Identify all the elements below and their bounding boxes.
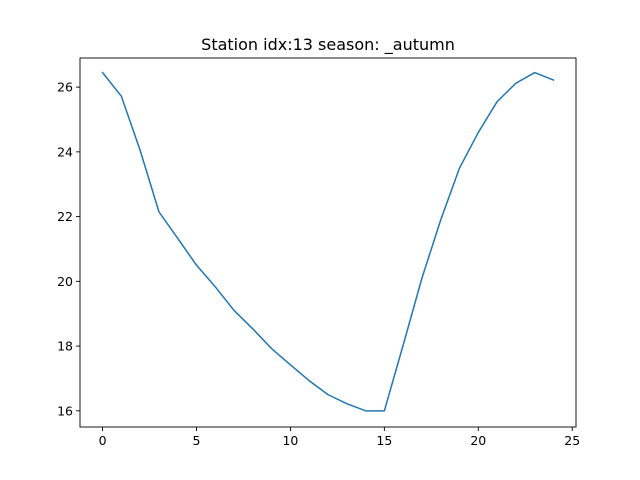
axes: 0 5 10 15 20 25 16 18 20 22 24 26 — [57, 57, 580, 448]
plot-area — [101, 71, 555, 412]
y-tick-label: 22 — [57, 209, 73, 224]
x-tick-label: 10 — [282, 433, 298, 448]
axes-frame — [79, 57, 577, 428]
x-tick-label: 15 — [376, 433, 392, 448]
y-tick-label: 16 — [57, 403, 73, 418]
x-tick-label: 20 — [470, 433, 486, 448]
y-tick-label: 18 — [57, 339, 73, 354]
chart-title: Station idx:13 season: _autumn — [201, 35, 455, 55]
series-line-0 — [101, 71, 555, 412]
y-tick-label: 20 — [57, 274, 73, 289]
x-tick-label: 5 — [193, 433, 201, 448]
x-tick-label: 0 — [99, 433, 107, 448]
y-tick-label: 26 — [57, 80, 73, 95]
y-tick-label: 24 — [57, 144, 73, 159]
x-tick-label: 25 — [564, 433, 580, 448]
